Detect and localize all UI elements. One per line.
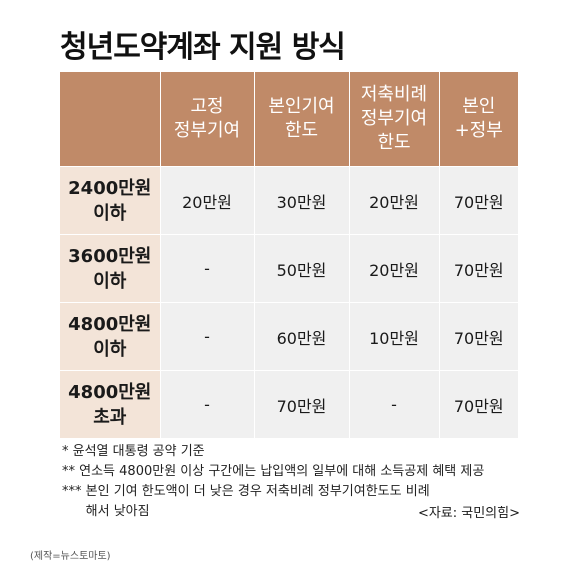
table-cell: 50만원 [253, 234, 349, 303]
production-credit: (제작=뉴스토마토) [30, 551, 111, 562]
table-cell: 70만원 [253, 370, 349, 438]
table-cell: 70만원 [438, 166, 518, 235]
table-row: 4800만원 초과 - 70만원 - 70만원 [60, 370, 518, 438]
table-cell: 20만원 [348, 234, 439, 303]
footnote-mark: *** [62, 484, 86, 499]
footnote-mark: ** [62, 464, 80, 479]
header-cell-proportional-gov: 저축비례 정부기여 한도 [348, 72, 439, 167]
table-cell: 60만원 [253, 302, 349, 371]
footnote: * 윤석열 대통령 공약 기준 [62, 442, 532, 462]
footnote-text: 윤석열 대통령 공약 기준 [72, 444, 205, 459]
header-cell-total: 본인 +정부 [438, 72, 518, 167]
support-table: 고정 정부기여 본인기여 한도 저축비례 정부기여 한도 본인 +정부 2400… [60, 72, 518, 438]
header-cell-corner [60, 72, 160, 167]
table-cell: - [159, 234, 254, 303]
row-label: 3600만원 이하 [60, 234, 160, 303]
row-label: 4800만원 초과 [60, 370, 160, 438]
table-row: 3600만원 이하 - 50만원 20만원 70만원 [60, 234, 518, 303]
table-cell: - [159, 370, 254, 438]
table-cell: 70만원 [438, 302, 518, 371]
footnote: *** 본인 기여 한도액이 더 낮은 경우 저축비례 정부기여한도도 비례해서… [62, 482, 532, 522]
table-cell: 30만원 [253, 166, 349, 235]
footnote: ** 연소득 4800만원 이상 구간에는 납입액의 일부에 대해 소득공제 혜… [62, 462, 532, 482]
header-cell-fixed-gov: 고정 정부기여 [159, 72, 254, 167]
table-cell: - [159, 302, 254, 371]
table-cell: - [348, 370, 439, 438]
footnotes: * 윤석열 대통령 공약 기준 ** 연소득 4800만원 이상 구간에는 납입… [62, 442, 532, 522]
table-cell: 70만원 [438, 234, 518, 303]
infographic-title: 청년도약계좌 지원 방식 [60, 30, 346, 65]
footnote-text: 연소득 4800만원 이상 구간에는 납입액의 일부에 대해 소득공제 혜택 제… [79, 464, 485, 479]
table-cell: 70만원 [438, 370, 518, 438]
footnote-mark: * [62, 444, 73, 459]
table-cell: 10만원 [348, 302, 439, 371]
row-label: 4800만원 이하 [60, 302, 160, 371]
table-cell: 20만원 [348, 166, 439, 235]
table-cell: 20만원 [159, 166, 254, 235]
table-row: 2400만원 이하 20만원 30만원 20만원 70만원 [60, 166, 518, 235]
source-note: <자료: 국민의힘> [417, 506, 520, 521]
row-label: 2400만원 이하 [60, 166, 160, 235]
footnote-text: 본인 기여 한도액이 더 낮은 경우 저축비례 정부기여한도도 비례해서 낮아짐 [85, 484, 430, 519]
table-header-row: 고정 정부기여 본인기여 한도 저축비례 정부기여 한도 본인 +정부 [60, 72, 518, 167]
table-row: 4800만원 이하 - 60만원 10만원 70만원 [60, 302, 518, 371]
header-cell-self-limit: 본인기여 한도 [253, 72, 349, 167]
